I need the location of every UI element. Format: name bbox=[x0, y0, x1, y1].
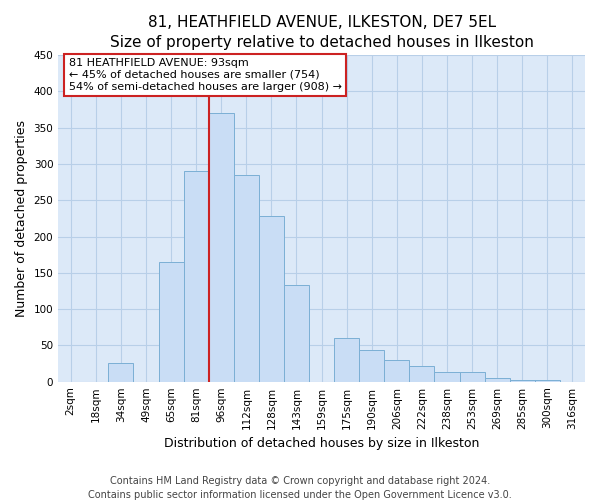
Bar bbox=[109, 363, 133, 382]
X-axis label: Distribution of detached houses by size in Ilkeston: Distribution of detached houses by size … bbox=[164, 437, 479, 450]
Bar bbox=[409, 366, 434, 382]
Bar bbox=[359, 350, 385, 382]
Bar bbox=[234, 175, 259, 382]
Bar bbox=[510, 380, 535, 382]
Bar bbox=[535, 380, 560, 382]
Bar bbox=[485, 378, 510, 382]
Bar bbox=[209, 113, 234, 382]
Y-axis label: Number of detached properties: Number of detached properties bbox=[15, 120, 28, 317]
Title: 81, HEATHFIELD AVENUE, ILKESTON, DE7 5EL
Size of property relative to detached h: 81, HEATHFIELD AVENUE, ILKESTON, DE7 5EL… bbox=[110, 15, 533, 50]
Text: Contains HM Land Registry data © Crown copyright and database right 2024.
Contai: Contains HM Land Registry data © Crown c… bbox=[88, 476, 512, 500]
Bar bbox=[259, 216, 284, 382]
Bar bbox=[460, 372, 485, 382]
Bar bbox=[334, 338, 359, 382]
Text: 81 HEATHFIELD AVENUE: 93sqm
← 45% of detached houses are smaller (754)
54% of se: 81 HEATHFIELD AVENUE: 93sqm ← 45% of det… bbox=[69, 58, 342, 92]
Bar bbox=[434, 372, 460, 382]
Bar bbox=[385, 360, 409, 382]
Bar bbox=[158, 262, 184, 382]
Bar bbox=[184, 171, 209, 382]
Bar bbox=[284, 285, 309, 382]
